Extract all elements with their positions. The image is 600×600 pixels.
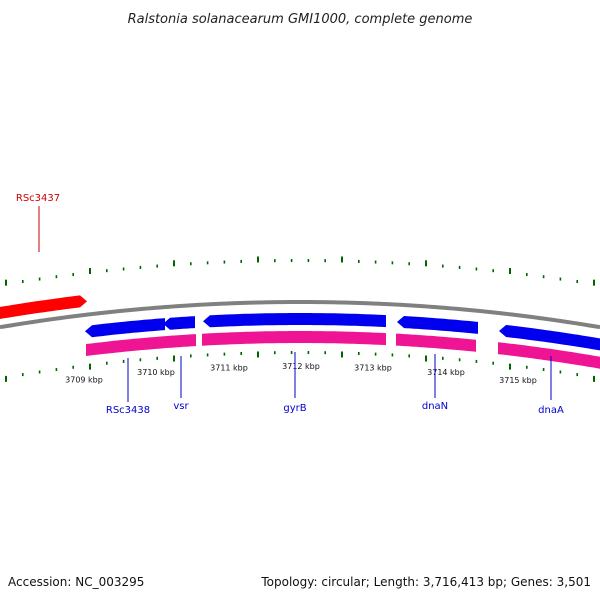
scale-label: 3710 kbp [137,368,175,377]
gene-label-gyrb[interactable]: gyrB [283,403,306,414]
gene-label-rsc3437[interactable]: RSc3437 [16,193,60,204]
genome-backbone [0,300,600,330]
gene-rsc3438-arrow[interactable] [85,318,165,338]
gene-dnaa-arrow[interactable] [499,325,600,351]
cds-rsc3438-vsr[interactable] [86,334,196,356]
outer-ticks [5,256,595,286]
gene-rsc3437-arrow[interactable] [0,295,87,319]
scale-label: 3713 kbp [354,364,392,373]
scale-label: 3715 kbp [499,376,537,385]
scale-label: 3711 kbp [210,364,248,373]
gene-label-dnaa[interactable]: dnaA [538,405,564,416]
gene-label-rsc3438[interactable]: RSc3438 [106,405,150,416]
gene-gyrb-arrow[interactable] [203,313,386,328]
genome-summary: Topology: circular; Length: 3,716,413 bp… [260,575,591,589]
gene-dnan-arrow[interactable] [397,316,478,334]
cds-dnaa[interactable] [498,342,600,369]
gene-label-vsr[interactable]: vsr [173,401,189,412]
cds-dnan[interactable] [396,333,476,352]
scale-label: 3712 kbp [282,362,320,371]
gene-labels: RSc3437 RSc3438 vsr gyrB dnaN dnaA [16,193,564,416]
gene-vsr-arrow[interactable] [163,316,195,330]
gene-features [0,295,600,369]
gene-label-dnan[interactable]: dnaN [422,401,448,412]
cds-gyrb[interactable] [202,331,386,346]
scale-label: 3709 kbp [65,376,103,385]
scale-labels: 3709 kbp 3710 kbp 3711 kbp 3712 kbp 3713 kbp… [65,362,537,385]
scale-label: 3714 kbp [427,368,465,377]
inner-ticks [5,351,595,382]
accession-text: Accession: NC_003295 [8,575,144,589]
map-title: Ralstonia solanacearum GMI1000, complete… [128,12,473,27]
